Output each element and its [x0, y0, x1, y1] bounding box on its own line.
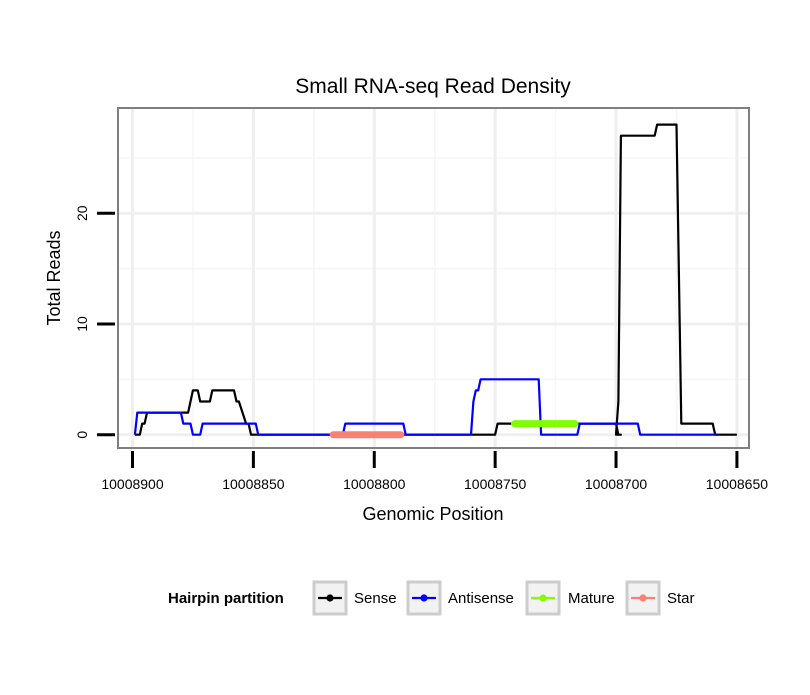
legend-label: Sense [354, 590, 397, 607]
legend-key-dot [539, 594, 547, 602]
legend-label: Mature [568, 590, 615, 607]
legend-item-antisense: Antisense [406, 580, 514, 616]
grid [118, 108, 749, 448]
legend-key-dot [639, 594, 647, 602]
x-tick-label: 10008900 [101, 476, 164, 492]
plot-border [117, 107, 750, 449]
plot-background [118, 108, 749, 448]
x-tick-label: 10008700 [585, 476, 648, 492]
x-tick-label: 10008850 [222, 476, 285, 492]
y-tick-label: 20 [74, 205, 90, 221]
legend-label: Star [667, 590, 695, 607]
series-group [133, 123, 737, 439]
legend-key-dot [326, 594, 334, 602]
legend-item-sense: Sense [312, 580, 397, 616]
legend-item-mature: Mature [525, 580, 615, 616]
x-tick-label: 10008800 [343, 476, 406, 492]
legend-item-star: Star [625, 580, 695, 616]
x-axis-label: Genomic Position [362, 504, 503, 524]
plot-area: 10008900 10008850 10008800 10008750 10008700… [74, 107, 768, 492]
x-tick-label: 10008750 [464, 476, 527, 492]
legend-key-dot [420, 594, 428, 602]
legend: Hairpin partition Sense Antisense Mature St… [168, 580, 695, 616]
x-tick-label: 10008650 [706, 476, 769, 492]
axes: 10008900 10008850 10008800 10008750 10008700… [74, 205, 768, 492]
series-line-antisense [133, 378, 718, 436]
legend-label: Antisense [448, 590, 514, 607]
chart-title: Small RNA-seq Read Density [295, 75, 571, 98]
y-axis-label: Total Reads [44, 230, 64, 325]
y-tick-label: 0 [74, 431, 90, 439]
y-tick-label: 10 [74, 316, 90, 332]
legend-title: Hairpin partition [168, 590, 284, 607]
